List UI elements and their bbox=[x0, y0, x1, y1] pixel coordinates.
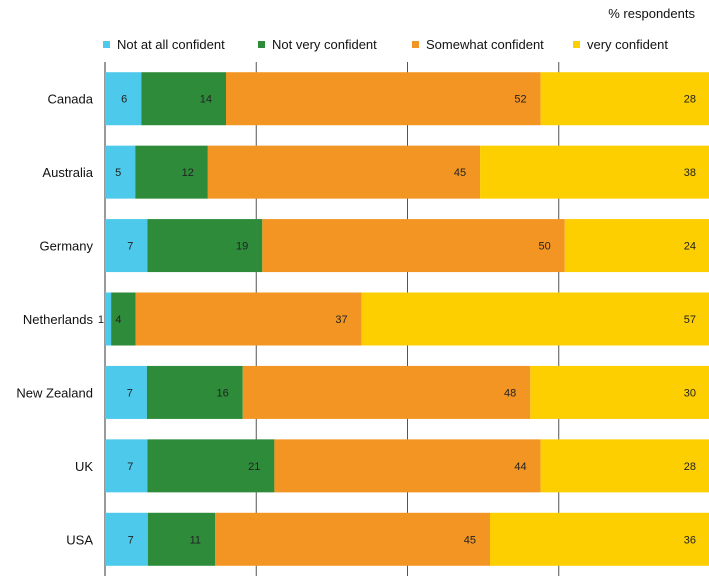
data-label: 24 bbox=[684, 241, 696, 253]
legend-label: Not at all confident bbox=[117, 37, 225, 52]
bar-segment bbox=[135, 292, 362, 346]
data-label: 14 bbox=[200, 94, 212, 106]
data-label: 16 bbox=[217, 387, 229, 399]
bar-segment bbox=[147, 439, 275, 493]
legend-swatch bbox=[258, 41, 265, 48]
bar-segment bbox=[226, 72, 541, 126]
data-label: 38 bbox=[684, 167, 696, 179]
bar-segment bbox=[215, 512, 490, 566]
data-label: 6 bbox=[121, 94, 127, 106]
bar-segment bbox=[207, 145, 481, 199]
bar-segment bbox=[111, 292, 136, 346]
category-label: UK bbox=[75, 459, 93, 474]
data-label: 7 bbox=[127, 387, 133, 399]
bar-segment bbox=[135, 145, 208, 199]
bar-segment bbox=[262, 219, 565, 273]
bar-segment bbox=[564, 219, 709, 273]
data-label: 57 bbox=[684, 314, 696, 326]
data-label: 28 bbox=[684, 461, 696, 473]
data-label: 11 bbox=[190, 534, 201, 546]
legend: Not at all confident Not very confident So… bbox=[103, 37, 668, 52]
category-label: Netherlands bbox=[23, 312, 94, 327]
data-label: 48 bbox=[504, 387, 516, 399]
data-label: 7 bbox=[127, 241, 133, 253]
category-label: Germany bbox=[40, 239, 94, 254]
bar-segment bbox=[141, 72, 226, 126]
legend-swatch bbox=[412, 41, 419, 48]
category-label: New Zealand bbox=[16, 385, 93, 400]
data-label: 5 bbox=[115, 167, 121, 179]
data-label: 30 bbox=[684, 387, 696, 399]
bar-segment bbox=[361, 292, 709, 346]
data-label: 4 bbox=[115, 314, 121, 326]
data-label: 21 bbox=[248, 461, 260, 473]
unit-label: % respondents bbox=[608, 6, 695, 21]
data-label: 12 bbox=[182, 167, 194, 179]
category-label: Australia bbox=[42, 165, 93, 180]
bar-segment bbox=[540, 439, 709, 493]
bar-segment bbox=[105, 145, 136, 199]
data-label: 44 bbox=[514, 461, 526, 473]
data-label: 7 bbox=[127, 461, 133, 473]
bar-segment bbox=[242, 365, 531, 419]
data-label: 45 bbox=[464, 534, 476, 546]
bar-segment bbox=[105, 512, 148, 566]
bar-segment bbox=[105, 439, 148, 493]
bar-segment bbox=[105, 219, 148, 273]
data-label: 28 bbox=[684, 94, 696, 106]
data-label: 50 bbox=[539, 241, 551, 253]
bar-segment bbox=[530, 365, 709, 419]
legend-swatch bbox=[103, 41, 110, 48]
bar-segment bbox=[105, 292, 112, 346]
legend-label: Not very confident bbox=[272, 37, 377, 52]
data-label: 7 bbox=[128, 534, 134, 546]
data-label: 52 bbox=[514, 94, 526, 106]
bar-segment bbox=[274, 439, 541, 493]
legend-swatch bbox=[573, 41, 580, 48]
bars: 6 14 52 28 5 12 45 38 7 19 50 24 1 4 37 57 7 16 48 30 7 21 44 2… bbox=[98, 72, 709, 566]
bar-segment bbox=[146, 365, 243, 419]
category-label: Canada bbox=[47, 92, 93, 107]
category-label: USA bbox=[66, 532, 93, 547]
data-label: 37 bbox=[335, 314, 347, 326]
bar-segment bbox=[147, 219, 263, 273]
category-labels: Canada Australia Germany Netherlands New Zea… bbox=[16, 92, 93, 548]
bar-segment bbox=[490, 512, 709, 566]
bar-segment bbox=[147, 512, 215, 566]
bar-segment bbox=[105, 365, 147, 419]
data-label: 1 bbox=[98, 314, 104, 326]
data-label: 19 bbox=[236, 241, 248, 253]
legend-label: Somewhat confident bbox=[426, 37, 544, 52]
data-label: 45 bbox=[454, 167, 466, 179]
bar-segment bbox=[540, 72, 709, 126]
legend-label: very confident bbox=[587, 37, 668, 52]
bar-segment bbox=[480, 145, 709, 199]
bar-segment bbox=[105, 72, 142, 126]
data-label: 36 bbox=[684, 534, 696, 546]
